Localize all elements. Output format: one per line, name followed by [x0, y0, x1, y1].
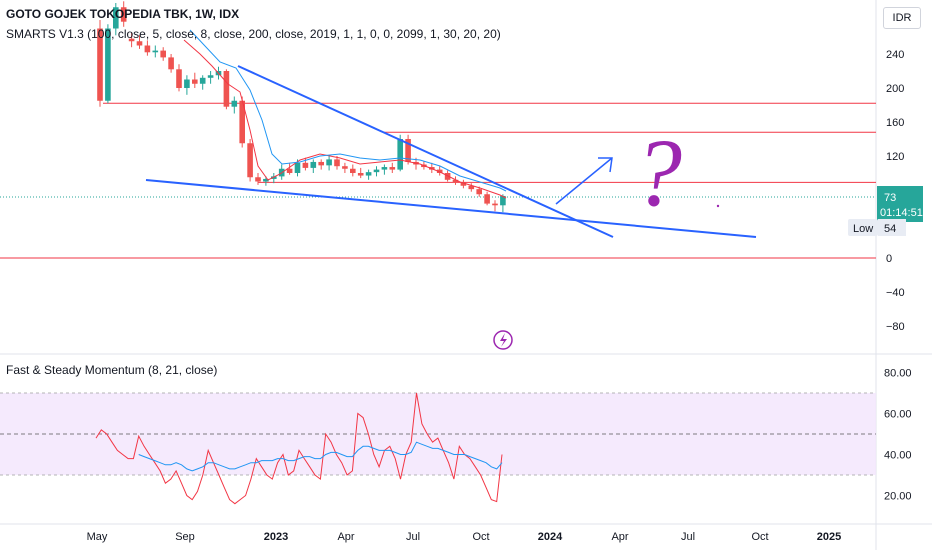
candle	[192, 72, 198, 88]
candle	[128, 32, 135, 48]
candle	[389, 162, 396, 173]
price-tick: 160	[886, 117, 904, 129]
candle	[405, 134, 411, 165]
rsi-tick: 40.00	[884, 450, 912, 462]
lower-trendline[interactable]	[145, 179, 757, 238]
candle	[184, 75, 190, 95]
candle	[113, 3, 119, 36]
candle	[231, 96, 238, 114]
candle	[239, 96, 245, 148]
rsi-axis-ticks: 80.00 60.00 40.00 20.00	[884, 368, 912, 503]
candle	[484, 191, 490, 206]
rsi-tick: 20.00	[884, 491, 912, 503]
candle	[326, 156, 332, 171]
price-tick: −80	[886, 321, 905, 333]
price-tick: −40	[886, 287, 905, 299]
candle	[373, 166, 380, 177]
time-tick: Oct	[751, 531, 768, 543]
candle	[460, 179, 467, 189]
arrow-head	[598, 157, 613, 173]
candle	[468, 183, 475, 192]
candle	[357, 167, 364, 179]
rsi-slow-line	[138, 441, 503, 472]
rsi-pane[interactable]: 80.00 60.00 40.00 20.00	[0, 368, 912, 505]
annotation-dot	[716, 204, 720, 208]
low-price-label: Low 54	[848, 219, 906, 236]
candle	[342, 162, 348, 173]
candle	[247, 139, 253, 182]
candle	[500, 194, 506, 213]
candle	[263, 176, 269, 186]
price-tick: 200	[886, 83, 904, 95]
candle	[271, 173, 277, 184]
candle	[436, 166, 443, 176]
price-tick: 0	[886, 253, 892, 265]
candle	[381, 164, 388, 175]
time-tick: 2025	[817, 531, 841, 543]
candle	[318, 159, 324, 170]
time-tick: Apr	[337, 531, 354, 543]
current-price-label: 73 01:14:51	[877, 186, 923, 222]
candle	[144, 40, 151, 56]
rsi-tick: 60.00	[884, 409, 912, 421]
time-tick: Sep	[175, 531, 195, 543]
time-tick: Oct	[472, 531, 489, 543]
candle	[176, 64, 182, 92]
time-tick: Apr	[611, 531, 628, 543]
candle	[365, 169, 372, 180]
countdown-timer: 01:14:51	[880, 207, 923, 219]
currency-button[interactable]: IDR	[883, 7, 921, 29]
candle	[310, 159, 317, 173]
candle	[120, 1, 127, 27]
arrow-drawing[interactable]	[555, 157, 613, 205]
rsi-tick: 80.00	[884, 368, 912, 380]
candlesticks	[97, 1, 506, 213]
time-tick: 2023	[264, 531, 288, 543]
candle	[207, 71, 214, 84]
chart-title[interactable]: GOTO GOJEK TOKOPEDIA TBK, 1W, IDX	[6, 7, 240, 21]
candle	[334, 156, 340, 170]
candle	[136, 35, 143, 49]
low-value: 54	[884, 223, 896, 235]
candle	[105, 24, 111, 104]
current-price-value: 73	[884, 192, 896, 204]
low-label: Low	[853, 223, 873, 235]
drawings[interactable]: ?	[145, 65, 757, 238]
candle	[97, 20, 103, 107]
rsi-indicator-legend[interactable]: Fast & Steady Momentum (8, 21, close)	[6, 363, 218, 377]
price-tick: 120	[886, 151, 904, 163]
candle	[255, 173, 261, 185]
ma-slow-line	[189, 29, 507, 192]
time-tick: 2024	[538, 531, 563, 543]
candle	[452, 176, 459, 185]
candle	[223, 69, 230, 110]
time-axis-ticks: May Sep 2023 Apr Jul Oct 2024 Apr Jul Oct 2025	[87, 531, 842, 543]
ma-fast-line	[183, 39, 507, 199]
candle	[199, 75, 206, 90]
lightning-icon[interactable]	[493, 330, 513, 350]
candle	[286, 162, 293, 175]
question-mark-annotation[interactable]: ?	[634, 119, 682, 226]
candle	[152, 45, 159, 58]
candle	[492, 200, 498, 212]
time-tick: Jul	[681, 531, 695, 543]
candle	[302, 157, 309, 171]
time-tick: May	[87, 531, 108, 543]
candle	[476, 186, 482, 197]
candle	[350, 164, 356, 177]
candle	[168, 54, 174, 73]
candle	[160, 47, 166, 61]
upper-trendline[interactable]	[237, 65, 614, 238]
horizontal-levels	[0, 102, 876, 259]
indicator-legend[interactable]: SMARTS V1.3 (100, close, 5, close, 8, cl…	[6, 27, 501, 41]
price-tick: 240	[886, 49, 904, 61]
rsi-fast-line	[95, 392, 503, 505]
candle	[278, 164, 285, 180]
time-tick: Jul	[406, 531, 420, 543]
